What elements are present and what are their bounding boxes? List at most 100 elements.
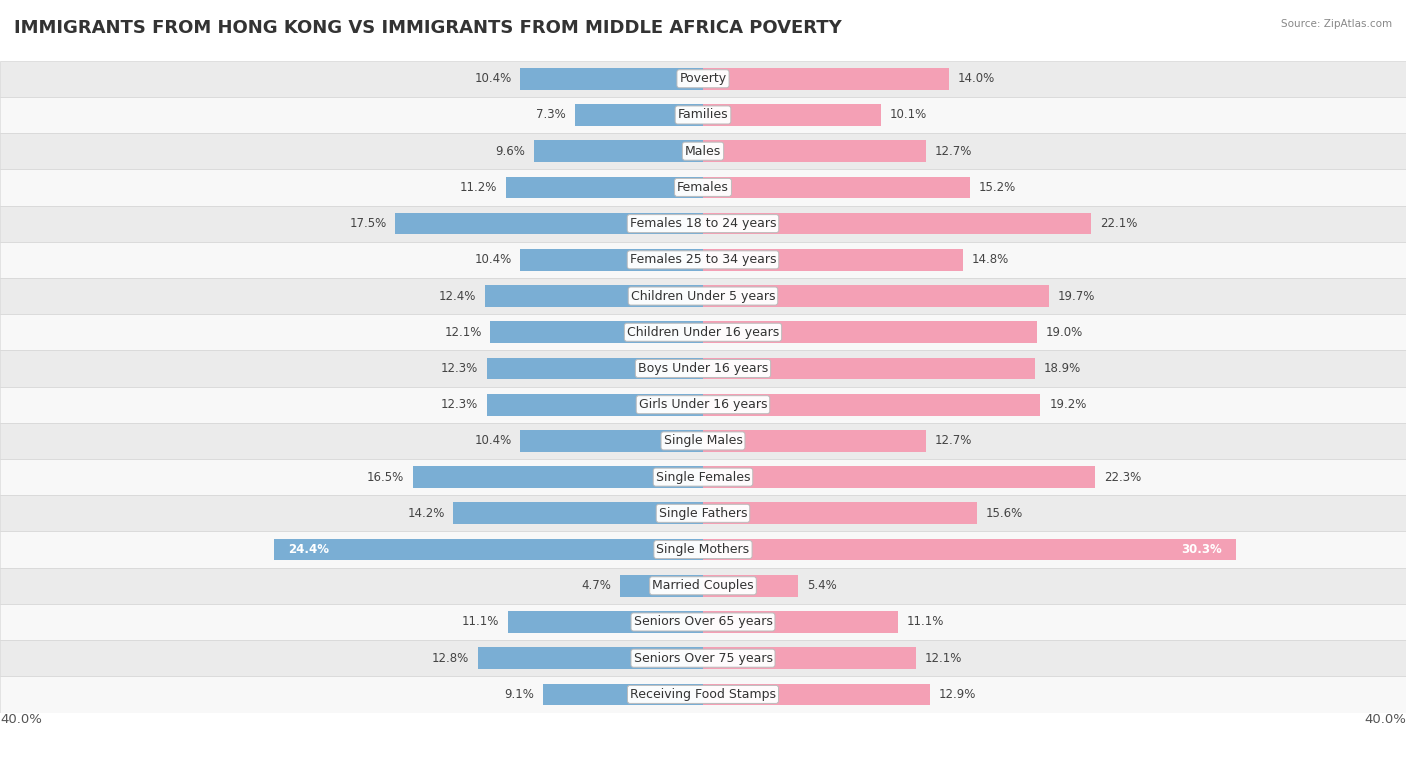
Bar [478,647,703,669]
Text: Girls Under 16 years: Girls Under 16 years [638,398,768,411]
Bar [0,205,1406,242]
Text: Poverty: Poverty [679,72,727,85]
Text: 40.0%: 40.0% [1364,713,1406,725]
Bar [395,213,703,234]
Text: 10.4%: 10.4% [474,72,512,85]
Bar [274,539,703,560]
Text: 22.1%: 22.1% [1099,217,1137,230]
Text: 18.9%: 18.9% [1043,362,1081,375]
Bar [520,249,703,271]
Text: 15.2%: 15.2% [979,181,1017,194]
Bar [575,104,703,126]
Text: Children Under 5 years: Children Under 5 years [631,290,775,302]
Text: 11.1%: 11.1% [461,615,499,628]
Text: IMMIGRANTS FROM HONG KONG VS IMMIGRANTS FROM MIDDLE AFRICA POVERTY: IMMIGRANTS FROM HONG KONG VS IMMIGRANTS … [14,19,842,37]
Bar [0,495,1406,531]
Bar [703,104,880,126]
Bar [543,684,703,705]
Text: 7.3%: 7.3% [536,108,565,121]
Bar [491,321,703,343]
Bar [703,321,1038,343]
Text: Females 18 to 24 years: Females 18 to 24 years [630,217,776,230]
Bar [703,177,970,199]
Bar [703,503,977,525]
Text: 22.3%: 22.3% [1104,471,1140,484]
Bar [0,459,1406,495]
Text: Children Under 16 years: Children Under 16 years [627,326,779,339]
Text: Seniors Over 65 years: Seniors Over 65 years [634,615,772,628]
Text: Single Males: Single Males [664,434,742,447]
Text: 11.2%: 11.2% [460,181,498,194]
Text: 24.4%: 24.4% [288,543,329,556]
Text: 17.5%: 17.5% [350,217,387,230]
Text: 14.2%: 14.2% [408,507,444,520]
Bar [0,169,1406,205]
Bar [0,604,1406,640]
Bar [0,314,1406,350]
Text: 19.7%: 19.7% [1057,290,1095,302]
Text: Females 25 to 34 years: Females 25 to 34 years [630,253,776,266]
Bar [620,575,703,597]
Bar [454,503,703,525]
Bar [0,350,1406,387]
Bar [703,430,927,452]
Text: Seniors Over 75 years: Seniors Over 75 years [634,652,772,665]
Bar [703,285,1049,307]
Bar [0,676,1406,713]
Text: Families: Families [678,108,728,121]
Bar [486,394,703,415]
Text: 19.2%: 19.2% [1049,398,1087,411]
Bar [703,466,1095,488]
Bar [703,213,1091,234]
Bar [508,611,703,633]
Bar [0,133,1406,169]
Bar [703,249,963,271]
Text: Single Mothers: Single Mothers [657,543,749,556]
Text: 10.4%: 10.4% [474,253,512,266]
Text: 5.4%: 5.4% [807,579,837,592]
Text: 12.3%: 12.3% [441,398,478,411]
Text: 14.0%: 14.0% [957,72,995,85]
Bar [0,568,1406,604]
Text: 30.3%: 30.3% [1181,543,1222,556]
Bar [485,285,703,307]
Text: 10.1%: 10.1% [889,108,927,121]
Text: Boys Under 16 years: Boys Under 16 years [638,362,768,375]
Text: 12.8%: 12.8% [432,652,470,665]
Bar [0,97,1406,133]
Text: 15.6%: 15.6% [986,507,1024,520]
Text: 12.7%: 12.7% [935,145,973,158]
Text: Males: Males [685,145,721,158]
Bar [703,140,927,162]
Bar [703,539,1236,560]
Bar [520,430,703,452]
Text: 10.4%: 10.4% [474,434,512,447]
Text: 9.6%: 9.6% [496,145,526,158]
Text: Source: ZipAtlas.com: Source: ZipAtlas.com [1281,19,1392,29]
Bar [0,640,1406,676]
Text: 12.1%: 12.1% [444,326,481,339]
Text: 12.4%: 12.4% [439,290,477,302]
Bar [0,423,1406,459]
Bar [0,531,1406,568]
Text: Single Females: Single Females [655,471,751,484]
Text: 16.5%: 16.5% [367,471,405,484]
Text: 40.0%: 40.0% [0,713,42,725]
Bar [520,68,703,89]
Bar [703,611,898,633]
Text: 14.8%: 14.8% [972,253,1010,266]
Bar [703,394,1040,415]
Text: 12.1%: 12.1% [925,652,962,665]
Bar [413,466,703,488]
Text: 4.7%: 4.7% [582,579,612,592]
Bar [703,575,799,597]
Text: 19.0%: 19.0% [1046,326,1083,339]
Bar [506,177,703,199]
Bar [703,358,1035,379]
Text: Receiving Food Stamps: Receiving Food Stamps [630,688,776,701]
Text: 9.1%: 9.1% [505,688,534,701]
Text: 11.1%: 11.1% [907,615,945,628]
Text: Single Fathers: Single Fathers [659,507,747,520]
Bar [0,387,1406,423]
Text: Married Couples: Married Couples [652,579,754,592]
